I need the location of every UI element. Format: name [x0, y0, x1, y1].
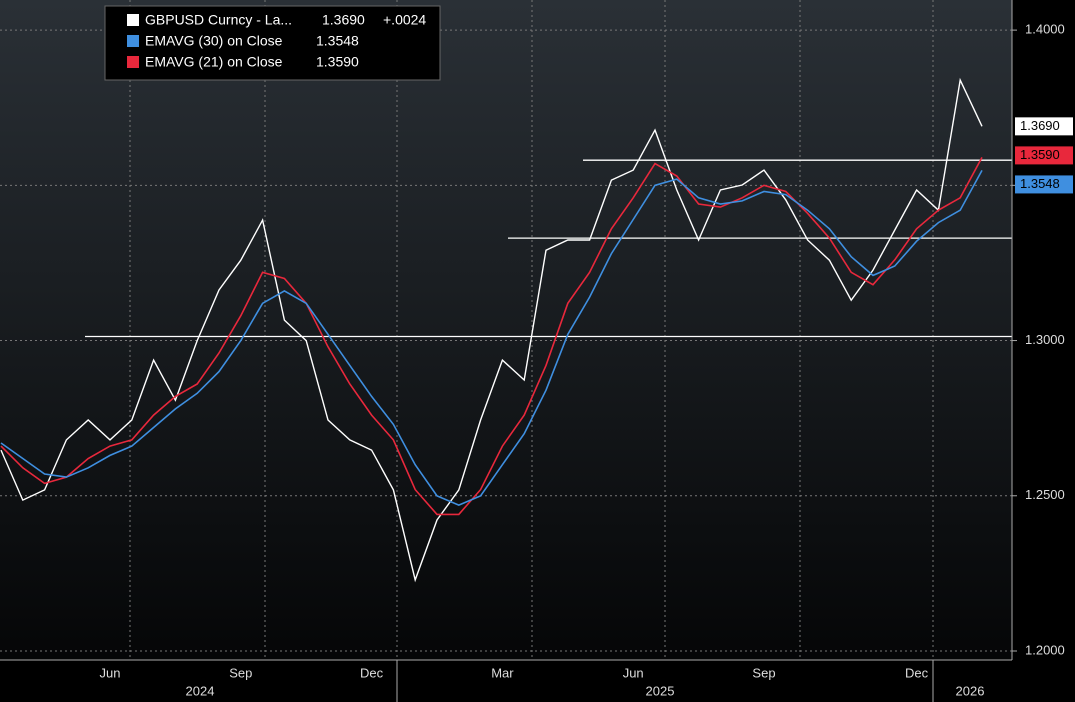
- year-label: 2026: [956, 683, 985, 698]
- x-tick-label: Sep: [229, 665, 252, 680]
- series-line: [0, 157, 983, 516]
- legend-box: [104, 5, 441, 81]
- last-value-tag: [1015, 175, 1073, 194]
- last-value-label: 1.3590: [1020, 147, 1060, 162]
- last-value-tag: [1015, 146, 1073, 165]
- legend-label: GBPUSD Curncy - La...: [145, 12, 292, 28]
- last-value-tag: [1015, 117, 1073, 136]
- legend-change: +.0024: [383, 12, 426, 28]
- y-tick-label: 1.3000: [1025, 332, 1065, 347]
- legend-label: EMAVG (21) on Close: [145, 54, 283, 70]
- y-tick-label: 1.2500: [1025, 487, 1065, 502]
- y-tick-label: 1.4000: [1025, 22, 1065, 37]
- x-tick-label: Dec: [360, 665, 384, 680]
- last-value-label: 1.3690: [1020, 118, 1060, 133]
- x-tick-label: Jun: [100, 665, 121, 680]
- plot-area: [0, 0, 1012, 660]
- series-line: [0, 77, 983, 583]
- legend-value: 1.3590: [316, 54, 359, 70]
- x-tick-label: Dec: [905, 665, 929, 680]
- last-value-label: 1.3548: [1020, 176, 1060, 191]
- x-tick-label: Sep: [752, 665, 775, 680]
- legend-swatch: [127, 35, 139, 47]
- legend-value: 1.3548: [316, 33, 359, 49]
- x-tick-label: Mar: [491, 665, 514, 680]
- legend-value: 1.3690: [322, 12, 365, 28]
- legend: GBPUSD Curncy - La... 1.3690 +.0024 EMAV…: [104, 5, 441, 81]
- x-tick-label: Jun: [623, 665, 644, 680]
- legend-swatch: [127, 56, 139, 68]
- series-line: [0, 170, 983, 506]
- y-tick-label: 1.2000: [1025, 642, 1065, 657]
- legend-swatch: [127, 14, 139, 26]
- legend-label: EMAVG (30) on Close: [145, 33, 283, 49]
- year-label: 2025: [646, 683, 675, 698]
- year-label: 2024: [186, 683, 215, 698]
